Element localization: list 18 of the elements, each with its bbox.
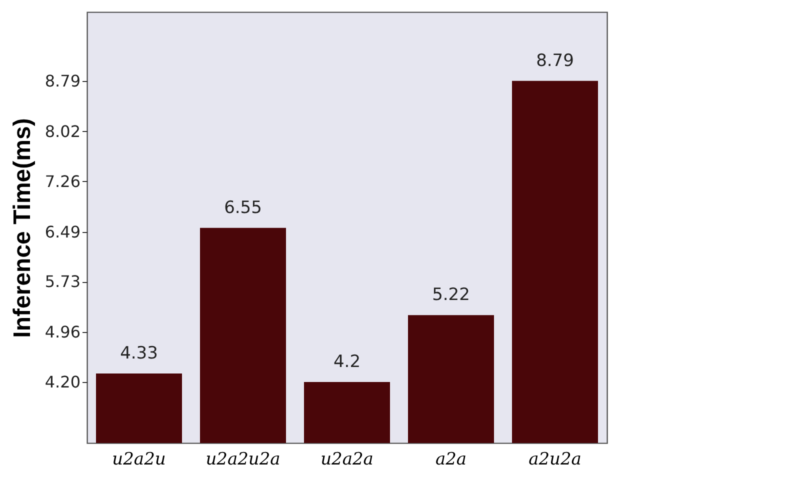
- y-tick-label: 6.49: [44, 222, 80, 242]
- y-tick-label: 7.26: [44, 172, 80, 191]
- data-label: 4.33: [120, 343, 158, 364]
- y-axis-title: Inference Time(ms): [8, 118, 36, 338]
- data-label: 6.55: [224, 198, 262, 218]
- x-tick-label: u2a2a: [320, 450, 374, 470]
- y-tick-label: 4.20: [44, 372, 80, 392]
- x-tick-label: a2u2a: [528, 450, 582, 470]
- y-tick-label: 8.79: [44, 71, 80, 90]
- y-tick-label: 8.02: [44, 122, 80, 141]
- data-label: 8.79: [536, 50, 574, 71]
- y-tick-label: 4.96: [44, 322, 80, 342]
- data-label: 5.22: [432, 285, 470, 306]
- x-tick-label: a2a: [435, 450, 467, 470]
- x-tick-label: u2a2u2a: [206, 450, 280, 470]
- y-tick-label: 5.73: [44, 272, 80, 292]
- x-tick-label: u2a2u: [112, 450, 166, 470]
- data-label: 4.2: [333, 352, 361, 372]
